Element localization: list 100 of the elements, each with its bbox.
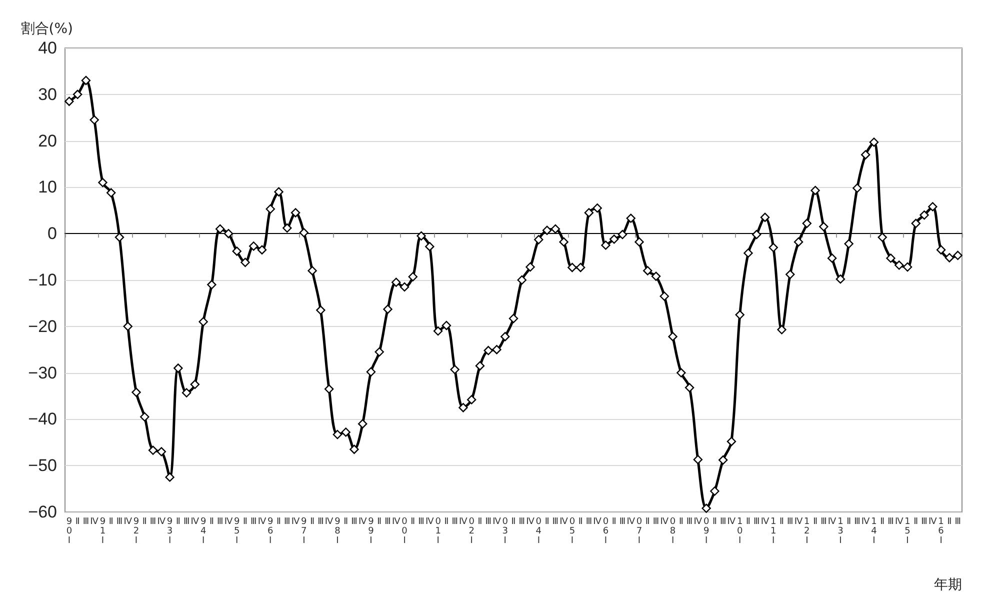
x-tick-label: 12Ⅰ	[804, 516, 810, 546]
y-axis-title: 割合(%)	[20, 21, 73, 37]
x-tick-label: Ⅱ	[243, 516, 248, 527]
x-tick-label: 06Ⅰ	[602, 516, 609, 546]
y-tick-label: 0	[48, 224, 57, 244]
x-tick-label: Ⅱ	[444, 516, 449, 527]
x-tick-label: Ⅲ	[787, 516, 794, 527]
x-tick-label: Ⅲ	[754, 516, 760, 527]
x-tick-label: Ⅲ	[116, 516, 123, 527]
x-tick-label: Ⅲ	[720, 516, 726, 527]
x-tick-label: Ⅲ	[82, 516, 90, 527]
x-tick-label: 99Ⅰ	[368, 516, 374, 546]
x-tick-label: Ⅲ	[552, 516, 559, 527]
x-tick-label: Ⅲ	[888, 516, 894, 527]
x-tick-label: 03Ⅰ	[502, 516, 508, 546]
x-tick-label: 97Ⅰ	[301, 516, 308, 546]
x-tick-label: 91Ⅰ	[100, 516, 106, 546]
x-tick-label: Ⅲ	[318, 516, 324, 527]
x-tick-label: Ⅱ	[746, 516, 750, 527]
x-tick-label: Ⅳ	[492, 516, 502, 527]
x-tick-label: Ⅳ	[258, 516, 267, 527]
x-tick-label: Ⅲ	[284, 516, 290, 527]
x-tick-label: Ⅳ	[190, 516, 200, 527]
x-tick-label: Ⅱ	[544, 516, 550, 527]
x-tick-label: Ⅲ	[619, 516, 626, 527]
y-tick-label: −50	[28, 456, 57, 476]
y-tick-label: −20	[28, 316, 57, 336]
x-tick-label: Ⅱ	[914, 516, 918, 527]
x-tick-label: Ⅱ	[410, 516, 416, 527]
x-tick-label: Ⅱ	[377, 516, 382, 527]
x-tick-label: Ⅱ	[511, 516, 516, 527]
x-tick-label: Ⅳ	[928, 516, 938, 527]
x-tick-label: Ⅲ	[518, 516, 525, 527]
x-tick-label: Ⅳ	[794, 516, 804, 527]
x-tick-label: Ⅳ	[459, 516, 468, 527]
x-tick-label: Ⅲ	[954, 516, 961, 527]
x-tick-label: 96Ⅰ	[268, 516, 274, 546]
x-tick-label: 00Ⅰ	[402, 516, 408, 546]
x-tick-label: 93Ⅰ	[166, 516, 173, 546]
x-tick-label: 04Ⅰ	[536, 516, 542, 546]
x-tick-label: Ⅱ	[880, 516, 885, 527]
x-tick-label: Ⅱ	[846, 516, 852, 527]
x-tick-label: 98Ⅰ	[334, 516, 341, 546]
x-tick-label: 09Ⅰ	[703, 516, 710, 546]
x-tick-label: Ⅳ	[291, 516, 300, 527]
x-tick-label: Ⅳ	[660, 516, 670, 527]
x-tick-label: 95Ⅰ	[234, 516, 240, 546]
x-tick-label: Ⅱ	[344, 516, 348, 527]
x-tick-label: Ⅱ	[947, 516, 952, 527]
x-tick-label: Ⅳ	[392, 516, 401, 527]
x-tick-label: Ⅲ	[921, 516, 928, 527]
x-tick-label: 08Ⅰ	[670, 516, 676, 546]
x-tick-label: Ⅳ	[727, 516, 736, 527]
x-tick-label: Ⅲ	[586, 516, 592, 527]
x-tick-label: 16Ⅰ	[938, 516, 944, 546]
x-tick-label: Ⅳ	[694, 516, 703, 527]
x-tick-label: Ⅳ	[626, 516, 636, 527]
x-tick-label: Ⅲ	[452, 516, 458, 527]
x-tick-label: Ⅱ	[578, 516, 583, 527]
x-tick-label: Ⅲ	[652, 516, 660, 527]
x-tick-label: Ⅳ	[526, 516, 536, 527]
x-tick-label: Ⅱ	[310, 516, 315, 527]
x-tick-label: Ⅳ	[828, 516, 837, 527]
y-tick-label: −40	[28, 410, 57, 429]
y-tick-label: −60	[28, 502, 57, 522]
x-tick-label: Ⅲ	[418, 516, 424, 527]
x-tick-label: 02Ⅰ	[468, 516, 475, 546]
y-tick-label: −30	[28, 363, 57, 382]
y-tick-label: 30	[38, 84, 57, 104]
x-tick-label: 90Ⅰ	[66, 516, 72, 546]
x-tick-label: 05Ⅰ	[569, 516, 576, 546]
x-tick-label: Ⅲ	[216, 516, 224, 527]
x-tick-label: Ⅳ	[593, 516, 602, 527]
x-tick-label: 07Ⅰ	[636, 516, 642, 546]
x-tick-label: Ⅱ	[678, 516, 684, 527]
x-tick-label: Ⅳ	[861, 516, 870, 527]
x-tick-label: Ⅱ	[108, 516, 114, 527]
x-tick-label: 15Ⅰ	[904, 516, 910, 546]
x-tick-label: 11Ⅰ	[770, 516, 776, 546]
x-tick-label: Ⅳ	[358, 516, 368, 527]
x-tick-label: 01Ⅰ	[435, 516, 442, 546]
x-tick-label: Ⅳ	[90, 516, 100, 527]
x-tick-label: Ⅲ	[854, 516, 860, 527]
y-tick-label: 10	[38, 178, 57, 197]
x-tick-label: Ⅳ	[426, 516, 435, 527]
x-tick-label: Ⅲ	[820, 516, 827, 527]
x-tick-label: Ⅱ	[142, 516, 147, 527]
x-tick-label: 13Ⅰ	[838, 516, 844, 546]
x-tick-label: Ⅳ	[224, 516, 234, 527]
x-tick-label: Ⅲ	[250, 516, 257, 527]
x-tick-label: Ⅱ	[75, 516, 80, 527]
x-tick-label: Ⅳ	[560, 516, 569, 527]
y-tick-label: −10	[28, 270, 57, 290]
x-tick-label: Ⅱ	[712, 516, 717, 527]
x-tick-label: 14Ⅰ	[871, 516, 878, 546]
x-tick-label: Ⅱ	[276, 516, 281, 527]
x-tick-label: Ⅱ	[645, 516, 650, 527]
x-tick-label: 94Ⅰ	[200, 516, 206, 546]
x-tick-label: Ⅲ	[485, 516, 492, 527]
x-tick-label: Ⅱ	[813, 516, 818, 527]
